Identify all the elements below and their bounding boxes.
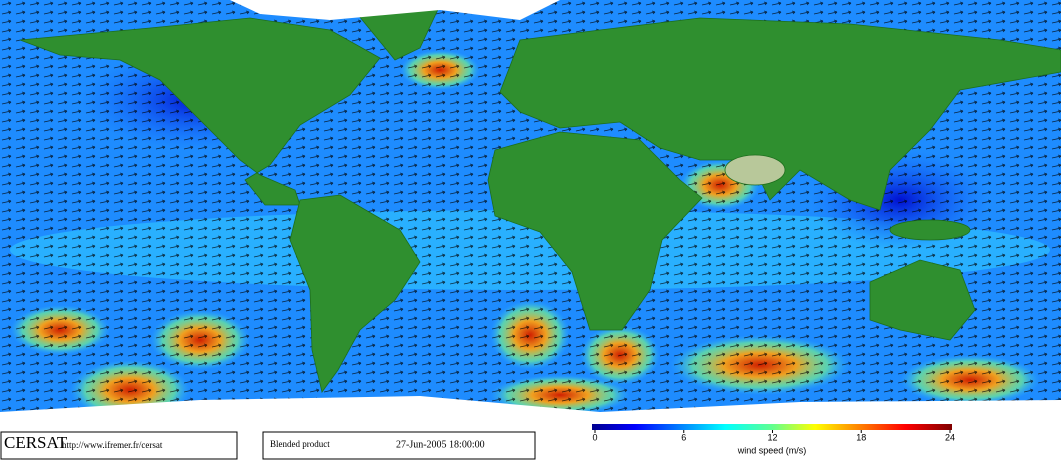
url: http://www.ifremer.fr/cersat bbox=[62, 440, 163, 450]
logo-box bbox=[0, 431, 238, 460]
date: 27-Jun-2005 18:00:00 bbox=[396, 439, 485, 450]
colorbar-tick-label: 12 bbox=[767, 432, 777, 442]
land bbox=[19, 4, 1061, 393]
product: Blended product bbox=[270, 439, 330, 449]
map bbox=[0, 0, 1061, 430]
colorbar: wind speed (m/s) 0 6 12 18 24 bbox=[592, 424, 955, 455]
logo: CERSAT bbox=[4, 433, 68, 452]
colorbar-tick-label: 6 bbox=[681, 432, 686, 442]
colorbar-tick-label: 18 bbox=[856, 432, 866, 442]
product-box bbox=[262, 431, 536, 460]
colorbar-tick-label: 0 bbox=[592, 432, 597, 442]
arctic-ice bbox=[230, 0, 560, 20]
colorbar-tick-label: 24 bbox=[945, 432, 955, 442]
colorbar-label: wind speed (m/s) bbox=[737, 445, 807, 455]
colorbar-gradient bbox=[592, 424, 952, 430]
antarctica bbox=[0, 396, 1061, 430]
